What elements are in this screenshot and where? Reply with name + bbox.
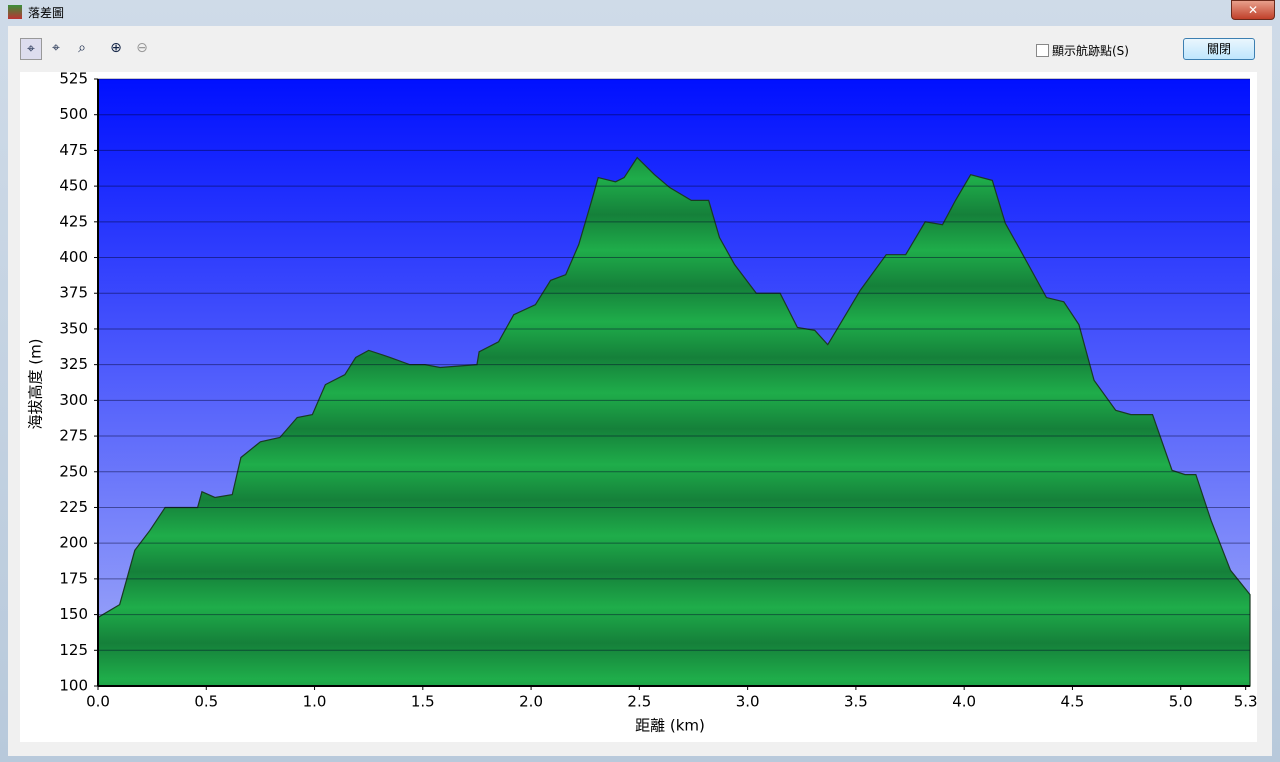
- y-tick-label: 150: [59, 605, 88, 623]
- pan-tool[interactable]: ⌖: [52, 40, 60, 56]
- y-tick-label: 325: [59, 355, 88, 373]
- y-tick-label: 375: [59, 284, 88, 302]
- y-tick-label: 100: [59, 677, 88, 695]
- x-tick-label: 0.0: [86, 693, 110, 711]
- y-tick-label: 350: [59, 319, 88, 337]
- close-button[interactable]: 關閉: [1183, 38, 1255, 60]
- y-tick-label: 250: [59, 462, 88, 480]
- zoom-in[interactable]: ⊕: [110, 40, 122, 56]
- x-tick-label: 4.5: [1061, 693, 1085, 711]
- x-tick-label: 2.0: [519, 693, 543, 711]
- close-window[interactable]: ✕: [1231, 0, 1275, 20]
- x-tick-label: 0.5: [194, 693, 218, 711]
- x-tick-label: 1.5: [411, 693, 435, 711]
- zoom-out[interactable]: ⊖: [136, 40, 148, 56]
- elevation-area: [97, 156, 1251, 687]
- x-tick-label: 5.0: [1169, 693, 1193, 711]
- y-tick-label: 525: [59, 72, 88, 88]
- show-points-checkbox[interactable]: 顯示航跡點(S): [1036, 42, 1129, 59]
- x-tick-label: 1.0: [303, 693, 327, 711]
- x-tick-label: 2.5: [627, 693, 651, 711]
- title-bar: 落差圖 ✕: [0, 0, 1280, 24]
- checkbox-label: 顯示航跡點(S): [1052, 44, 1129, 58]
- x-tick-label: 3.0: [736, 693, 760, 711]
- x-axis-title: 距離 (km): [635, 717, 705, 735]
- y-tick-label: 475: [59, 141, 88, 159]
- y-tick-label: 400: [59, 248, 88, 266]
- x-tick-label: 5.3: [1234, 693, 1257, 711]
- chart: 距離 (km) 海拔高度 (m) 100 125 150 175 200 225 250 27…: [20, 72, 1257, 742]
- y-tick-label: 425: [59, 212, 88, 230]
- y-tick-label: 200: [59, 534, 88, 552]
- y-tick-label: 500: [59, 105, 88, 123]
- x-tick-label: 3.5: [844, 693, 868, 711]
- y-axis-title: 海拔高度 (m): [27, 338, 45, 429]
- y-tick-label: 300: [59, 391, 88, 409]
- zoom-box-tool[interactable]: ⌕: [78, 40, 86, 56]
- y-tick-label: 225: [59, 498, 88, 516]
- y-tick-label: 125: [59, 641, 88, 659]
- y-tick-label: 450: [59, 177, 88, 195]
- y-tick-label: 275: [59, 427, 88, 445]
- app-icon: [8, 5, 22, 19]
- window-title: 落差圖: [28, 6, 65, 20]
- y-tick-label: 175: [59, 569, 88, 587]
- x-tick-label: 4.0: [952, 693, 976, 711]
- crosshair-tool[interactable]: ⌖: [20, 38, 42, 60]
